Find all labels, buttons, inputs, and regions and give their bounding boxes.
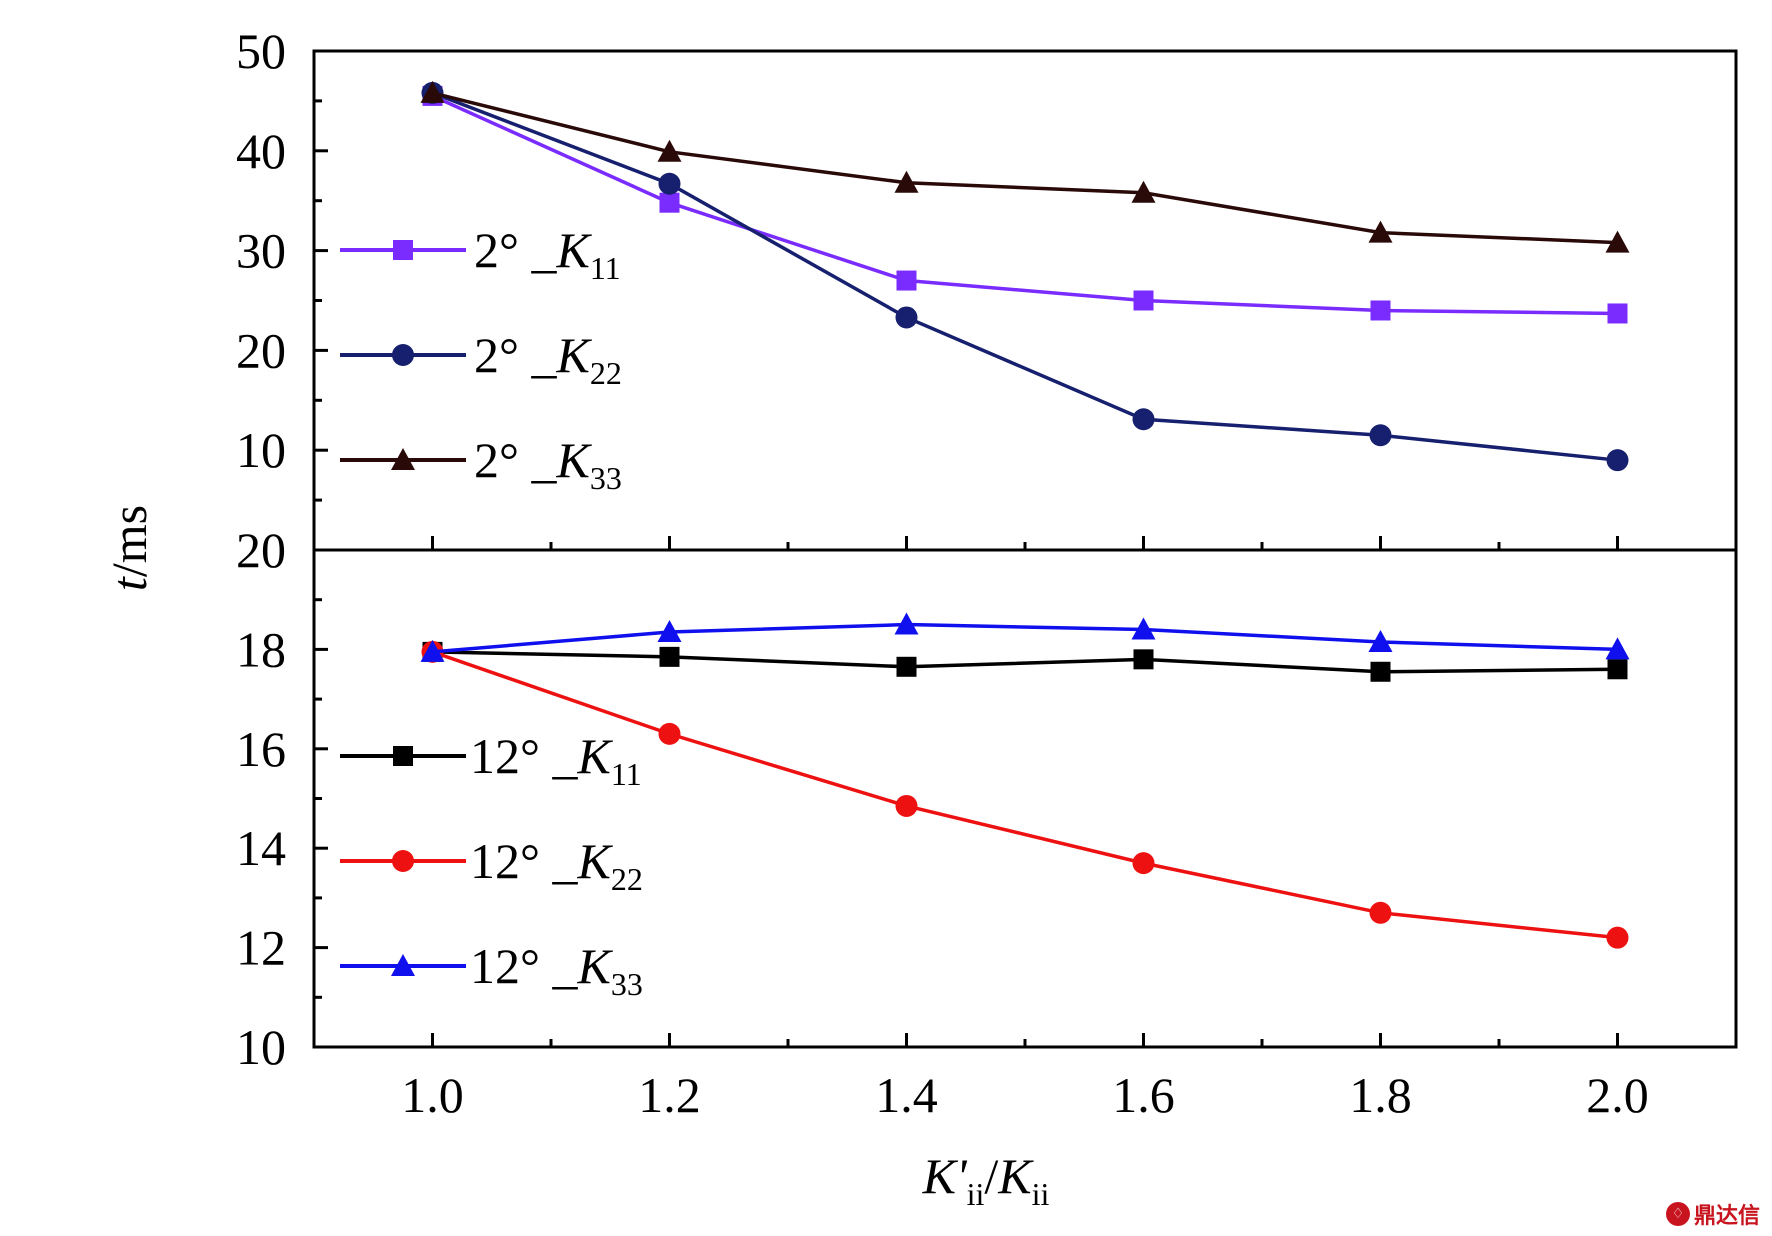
data-point <box>895 306 918 329</box>
data-point <box>1133 290 1154 311</box>
series-2° _K33 <box>420 80 1630 253</box>
data-point <box>658 172 681 195</box>
y-axis-title: t/ms <box>101 505 157 591</box>
data-point <box>420 80 445 103</box>
data-point <box>1368 629 1393 652</box>
data-point <box>1607 659 1628 680</box>
y-tick-label-bottom: 12 <box>236 920 286 976</box>
legend-marker <box>391 448 415 470</box>
legend-label: 2° _K33 <box>474 432 622 496</box>
data-point <box>1607 303 1628 324</box>
x-tick-label: 1.2 <box>638 1067 701 1123</box>
y-tick-label-top: 20 <box>236 322 286 378</box>
y-tick-label-bottom: 16 <box>236 721 286 777</box>
y-tick-label-bottom: 18 <box>236 621 286 677</box>
data-point <box>1368 220 1393 243</box>
series-12° _K33 <box>420 612 1630 662</box>
watermark-text: 鼎达信 <box>1693 1204 1760 1229</box>
data-point <box>895 794 918 817</box>
legend-marker <box>392 850 414 872</box>
legend-item: 12° _K22 <box>340 833 643 897</box>
bottom-panel: 20 18 16 14 12 10 12° _K11 12° _K22 12° _K33 <box>236 522 1738 1075</box>
y-tick-label-bottom: 20 <box>236 522 286 578</box>
legend-marker <box>392 344 414 366</box>
legend-label: 12° _K11 <box>470 728 642 792</box>
x-tick-label: 2.0 <box>1586 1067 1649 1123</box>
series-12° _K11 <box>422 641 1628 682</box>
data-point <box>1133 649 1154 670</box>
legend-label: 12° _K33 <box>470 938 643 1002</box>
legend-marker <box>393 746 413 766</box>
x-axis-title: K'ii/Kii <box>922 1148 1050 1212</box>
data-point <box>1606 449 1629 472</box>
data-point <box>658 722 681 745</box>
data-point <box>1132 408 1155 431</box>
series-line <box>431 94 1618 316</box>
data-point <box>1370 661 1391 682</box>
x-tick-label: 1.0 <box>401 1067 464 1123</box>
series-12° _K22 <box>421 640 1629 949</box>
x-tick-label: 1.6 <box>1112 1067 1175 1123</box>
data-point <box>659 192 680 213</box>
data-point <box>1605 230 1630 253</box>
data-point <box>894 170 919 193</box>
legend-item: 2° _K22 <box>340 327 622 391</box>
y-tick-label-top: 30 <box>236 223 286 279</box>
y-tick-label-top: 10 <box>236 422 286 478</box>
series-line <box>432 91 1618 245</box>
series-line <box>431 91 1618 462</box>
data-point <box>1369 901 1392 924</box>
data-point <box>1605 637 1630 660</box>
legend-item: 2° _K11 <box>340 222 621 286</box>
data-point <box>896 270 917 291</box>
series-2° _K11 <box>422 85 1628 324</box>
series-line <box>431 650 1618 940</box>
data-point <box>1369 424 1392 447</box>
y-tick-label-top: 40 <box>236 123 286 179</box>
data-point <box>896 656 917 677</box>
legend-marker <box>391 954 415 976</box>
data-point <box>1131 617 1156 640</box>
top-panel: 50 40 30 20 10 2° _K11 2° _K22 2° _K33 <box>236 23 1738 552</box>
x-axis: 1.0 1.2 1.4 1.6 1.8 2.0 <box>401 1067 1649 1123</box>
data-point <box>657 139 682 162</box>
data-point <box>420 639 445 662</box>
legend-item: 12° _K33 <box>340 938 643 1002</box>
series-2° _K22 <box>421 81 1629 472</box>
x-tick-label: 1.4 <box>875 1067 938 1123</box>
watermark: ♢ 鼎达信 <box>1665 1198 1760 1230</box>
series-line <box>432 622 1618 654</box>
watermark-logo-icon: ♢ <box>1665 1202 1690 1226</box>
data-point <box>657 620 682 643</box>
legend-item: 2° _K33 <box>340 432 622 496</box>
legend-label: 2° _K11 <box>474 222 621 286</box>
legend-label: 2° _K22 <box>474 327 622 391</box>
data-point <box>1370 300 1391 321</box>
legend-label: 12° _K22 <box>470 833 643 897</box>
data-point <box>659 646 680 667</box>
x-tick-label: 1.8 <box>1349 1067 1412 1123</box>
series-line <box>432 650 1618 674</box>
legend-marker <box>393 240 413 260</box>
data-point <box>1132 852 1155 875</box>
data-point <box>1131 180 1156 203</box>
data-point <box>1606 926 1629 949</box>
y-tick-label-bottom: 14 <box>236 820 286 876</box>
y-tick-label-bottom: 10 <box>236 1019 286 1075</box>
y-tick-label-top: 50 <box>236 23 286 79</box>
legend-item: 12° _K11 <box>340 728 642 792</box>
data-point <box>894 612 919 635</box>
